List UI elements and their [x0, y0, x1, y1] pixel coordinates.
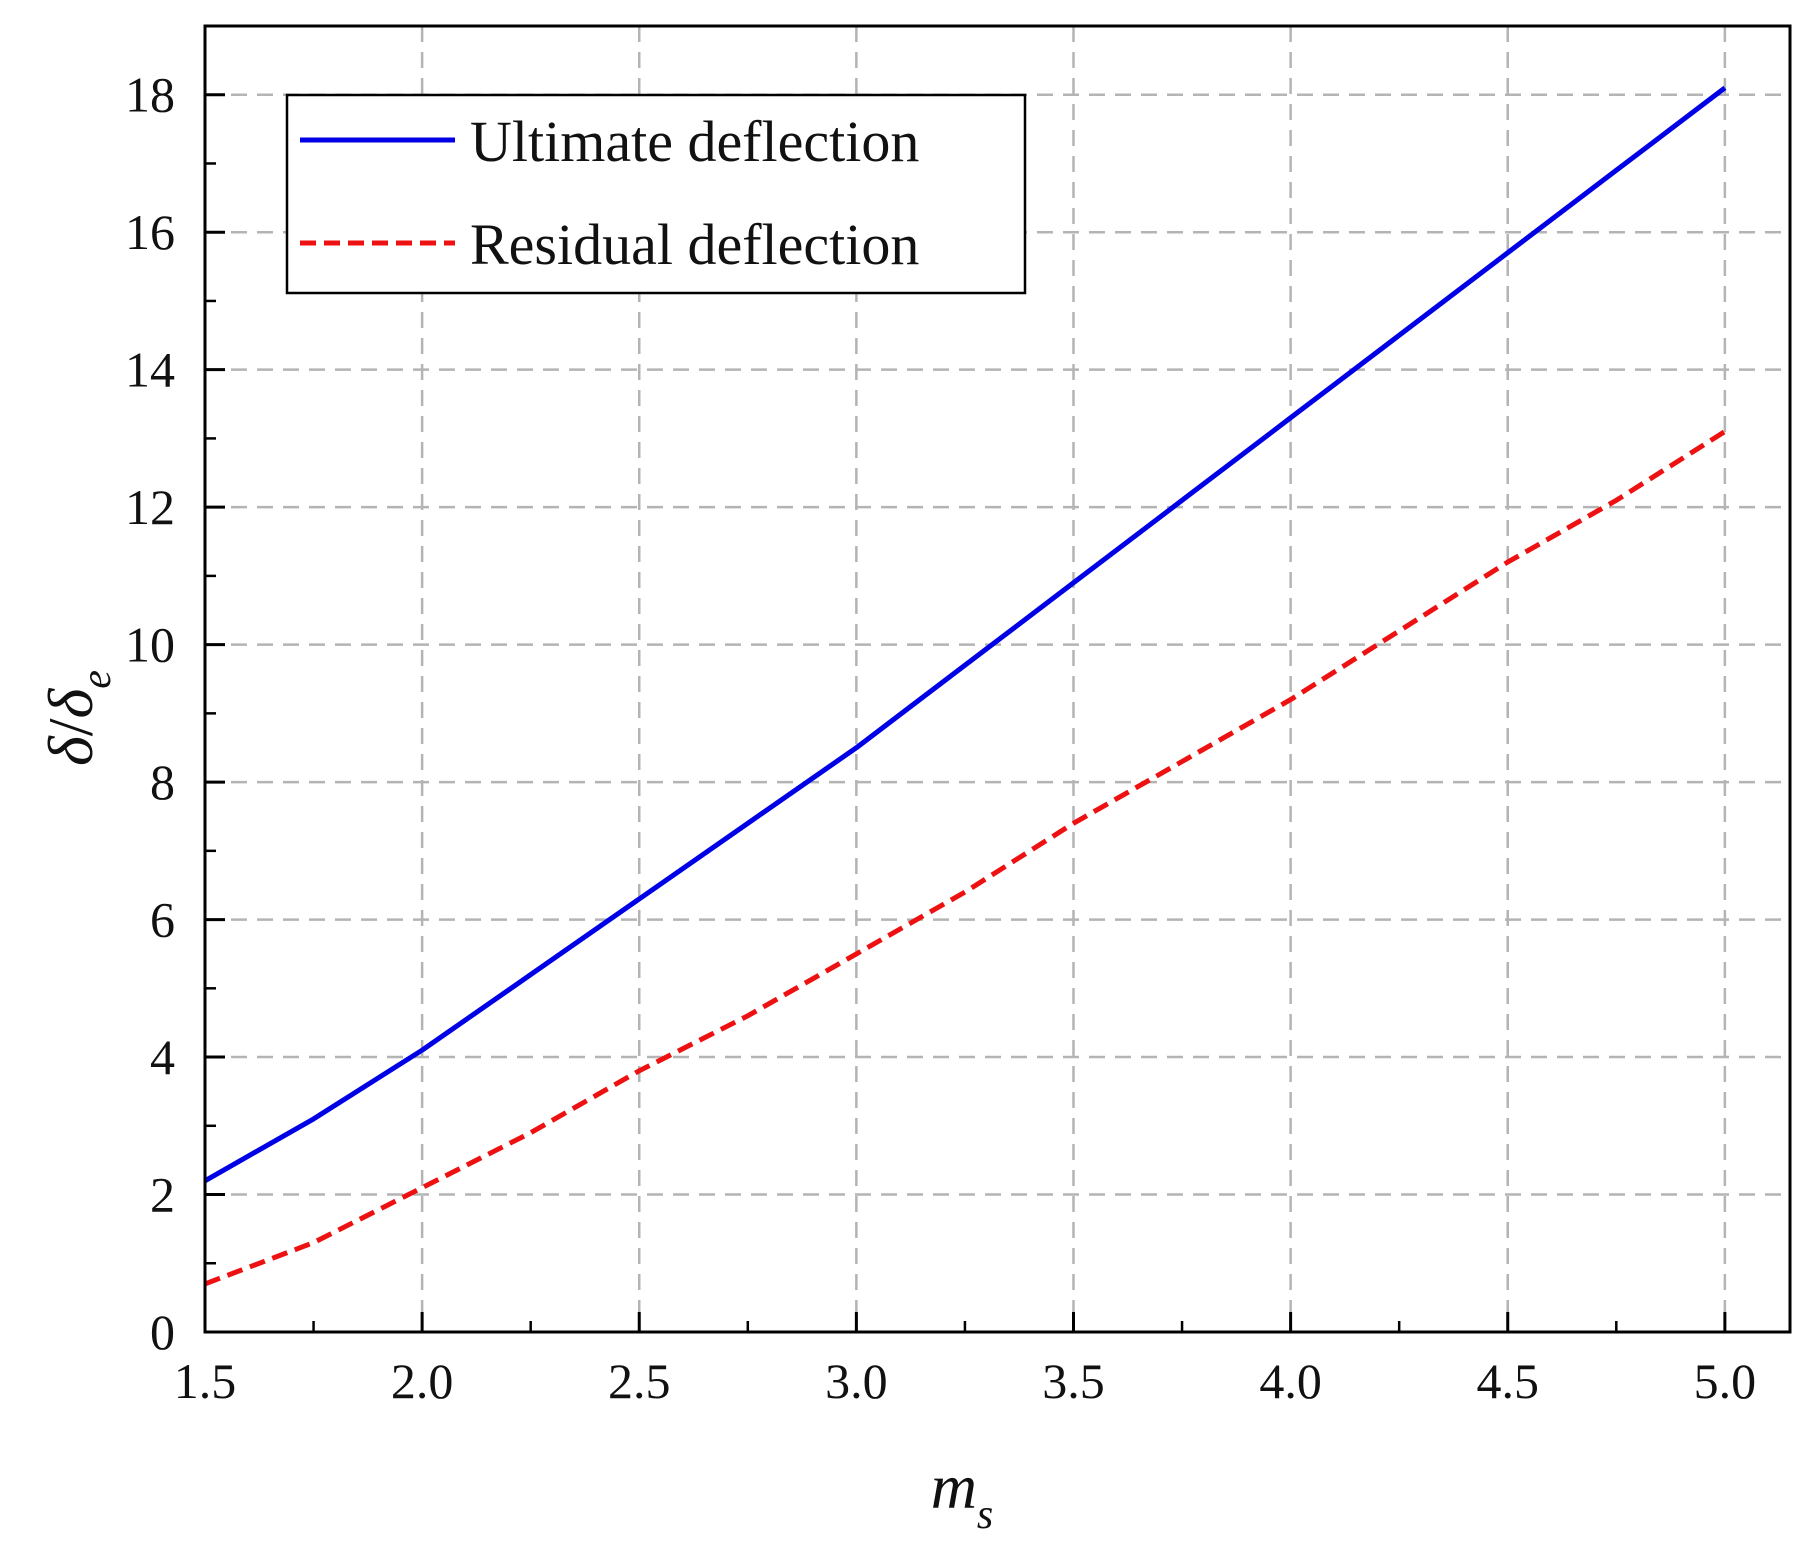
legend-box: [285, 93, 1027, 295]
x-tick-label: 2.0: [391, 1353, 454, 1409]
legend-label-residual: Residual deflection: [470, 212, 919, 277]
y-axis-label-den: δ: [35, 687, 106, 718]
y-tick-label: 0: [150, 1304, 175, 1360]
y-tick-label: 4: [150, 1029, 175, 1085]
y-tick-label: 14: [125, 342, 175, 398]
x-tick-label: 3.0: [825, 1353, 888, 1409]
x-tick-label: 5.0: [1694, 1353, 1757, 1409]
y-tick-label: 8: [150, 754, 175, 810]
series-line-residual: [204, 429, 1727, 1287]
legend-label-ultimate: Ultimate deflection: [470, 109, 919, 174]
legend: Ultimate deflection Residual deflection: [285, 93, 1027, 295]
series-line-ultimate: [203, 85, 1727, 1183]
x-axis-label-main: m: [931, 1451, 977, 1522]
y-axis-label-num: δ: [35, 735, 106, 766]
y-tick-label: 2: [150, 1167, 175, 1223]
x-tick-label: 3.5: [1042, 1353, 1105, 1409]
y-tick-label: 18: [125, 67, 175, 123]
x-axis-label-sub: s: [977, 1492, 993, 1538]
x-axis-label: ms: [931, 1451, 994, 1538]
y-tick-label: 12: [125, 479, 175, 535]
series-layer: [203, 85, 1727, 1287]
y-axis-label-den-sub: e: [74, 670, 120, 689]
plot-frame: [203, 24, 1792, 1334]
axis-ticks: [203, 93, 1727, 1334]
y-axis-label-slash: /: [35, 718, 106, 736]
x-tick-label: 2.5: [608, 1353, 671, 1409]
y-tick-label: 16: [125, 204, 175, 260]
y-tick-label: 10: [125, 617, 175, 673]
x-tick-label: 4.5: [1476, 1353, 1539, 1409]
x-tick-label: 1.5: [174, 1353, 237, 1409]
y-axis-label: δ/δe: [35, 670, 120, 766]
tick-labels: 1.5 2.0 2.5 3.0 3.5 4.0 4.5 5.0 0 2 4 6 8 10 12 14 16 18: [125, 67, 1756, 1409]
x-tick-label: 4.0: [1259, 1353, 1322, 1409]
y-tick-label: 6: [150, 892, 175, 948]
